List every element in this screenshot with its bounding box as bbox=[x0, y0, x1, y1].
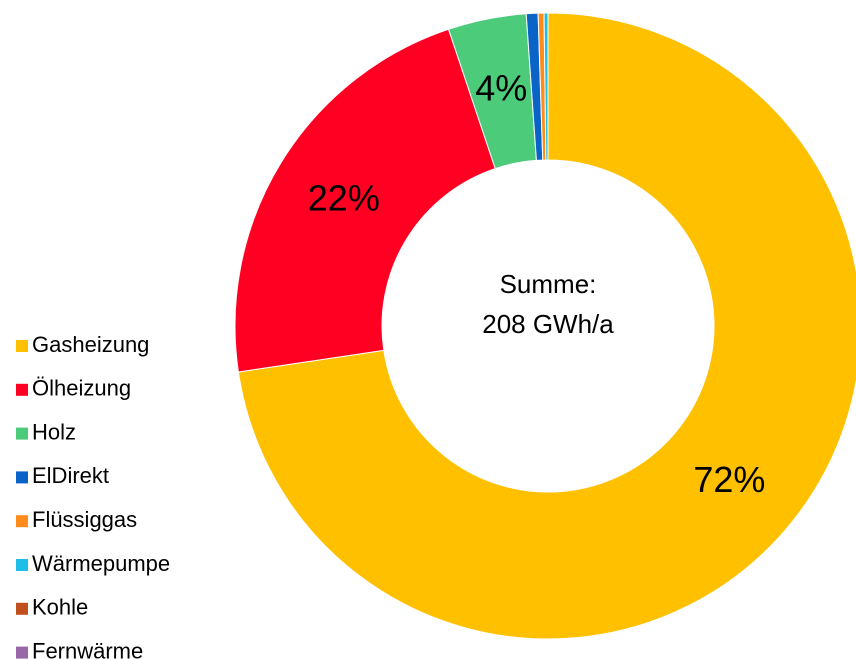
slice bbox=[237, 12, 856, 640]
legend-label: Holz bbox=[32, 419, 76, 444]
legend-label: ElDirekt bbox=[32, 463, 109, 488]
legend-swatch bbox=[16, 471, 28, 484]
legend-label: Kohle bbox=[32, 595, 88, 620]
legend-swatch bbox=[16, 559, 28, 571]
legend-label: Gasheizung bbox=[32, 332, 149, 357]
legend-label: Flüssiggas bbox=[32, 507, 137, 532]
legend-swatch bbox=[16, 383, 28, 396]
legend-label: Fernwärme bbox=[32, 638, 143, 659]
data-label: 4% bbox=[475, 68, 527, 109]
legend-label: Ölheizung bbox=[32, 376, 131, 401]
legend-label: Wärmepumpe bbox=[32, 551, 170, 576]
legend-swatch bbox=[16, 515, 28, 528]
center-text: Summe: bbox=[500, 269, 597, 299]
data-label: 72% bbox=[693, 459, 765, 500]
data-label: 22% bbox=[308, 177, 380, 218]
slice bbox=[234, 28, 496, 373]
legend-swatch bbox=[16, 646, 28, 659]
legend-swatch bbox=[16, 340, 28, 352]
legend-swatch bbox=[16, 427, 28, 440]
legend-swatch bbox=[16, 602, 28, 615]
center-text: 208 GWh/a bbox=[482, 309, 614, 339]
